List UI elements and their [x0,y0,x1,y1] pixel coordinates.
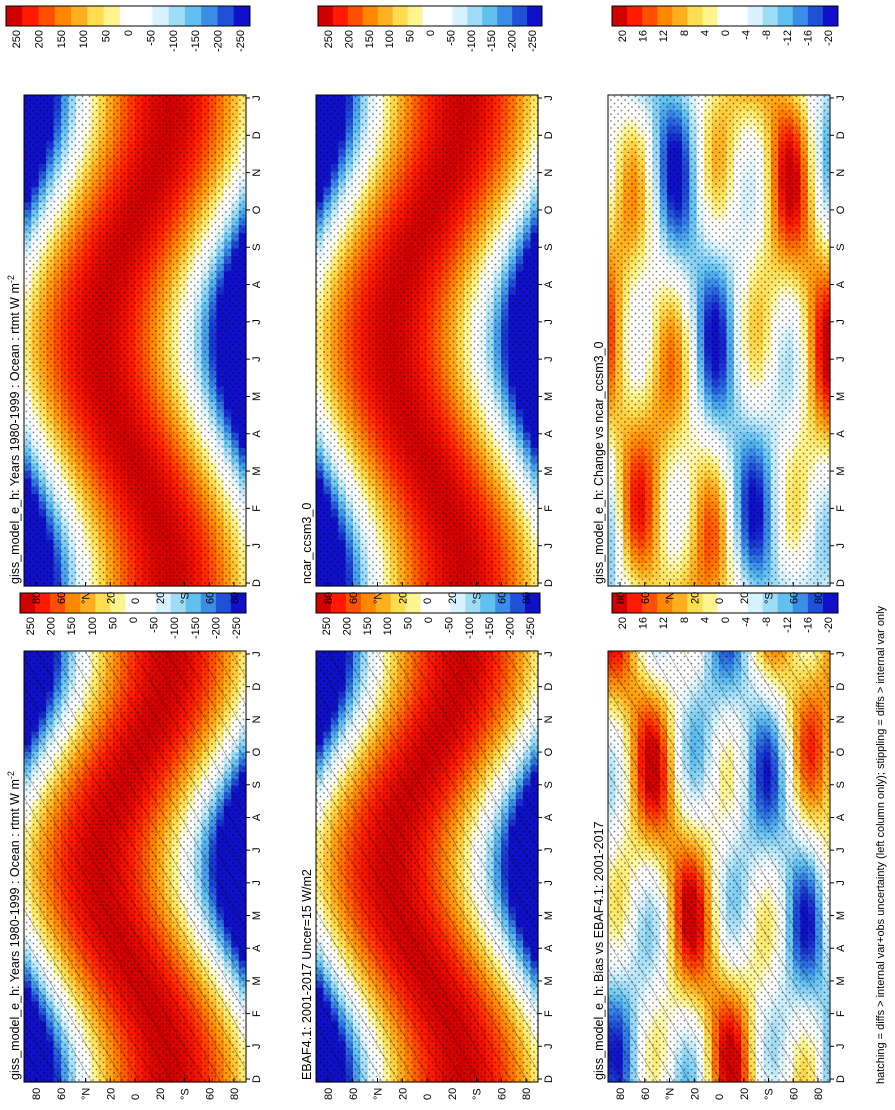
colorbar-label: -150 [484,617,496,639]
colorbar-label: 100 [382,617,394,635]
colorbar-label: -150 [190,617,202,639]
month-tick-label: O [251,747,263,756]
month-tick-label: D [251,1075,263,1083]
lat-tick-label: 60 [56,1088,68,1100]
colorbar-label: 250 [25,617,37,635]
month-tick-label: N [251,715,263,723]
month-tick-label: M [251,976,263,985]
colorbar-label: -200 [505,617,517,639]
colorbar-label: 200 [341,617,353,635]
lat-tick-label: 60 [204,1088,216,1100]
colorbar-label: 0 [423,617,435,623]
lat-tick-label: 20 [105,1088,117,1100]
colorbar-label: 50 [403,617,415,629]
colorbar-label: -200 [210,617,222,639]
month-tick-label: J [251,847,263,853]
lat-tick-label: 20 [447,1088,459,1100]
colorbar-label: 100 [87,617,99,635]
month-tick-label: J [251,1044,263,1050]
month-tick-label: A [543,944,555,952]
month-tick-label: M [251,911,263,920]
lat-tick-label: 80 [323,1088,335,1100]
panel-r3c1: giss_model_e_h: Bias vs EBAF4.1: 2001-20… [592,651,847,1100]
lat-tick-label: °S [180,1088,192,1100]
month-tick-label: J [251,651,263,657]
month-tick-label: A [543,813,555,821]
colorbar-label: -50 [149,617,161,633]
panel-r1c1: giss_model_e_h: Years 1980-1999 : Ocean … [6,651,263,1100]
month-tick-label: J [543,847,555,853]
month-tick-label: D [543,1075,555,1083]
month-tick-label: M [543,911,555,920]
lat-tick-label: 0 [422,1094,434,1100]
colorbar-label: -100 [464,617,476,639]
title-superscript: -2 [6,771,16,779]
colorbar-label: 200 [46,617,58,635]
colorbar-label: -250 [525,617,537,639]
month-tick-label: J [251,880,263,886]
lat-tick-label: °N [373,1088,385,1100]
colorbar-swatch [141,593,157,613]
lat-tick-label: 60 [348,1088,360,1100]
month-tick-label: J [543,1044,555,1050]
colorbar-label: 50 [107,617,119,629]
hatching-overlay [316,651,538,1082]
colorbar-label: 150 [362,617,374,635]
month-tick-label: J [543,651,555,657]
month-tick-label: M [543,976,555,985]
lat-tick-label: 20 [397,1088,409,1100]
panel-r2c1: EBAF4.1: 2001-2017 Uncer=15 W/m2 80 60 °N 20… [300,651,555,1100]
colorbar-label: -100 [169,617,181,639]
lat-tick-label: °S [472,1088,484,1100]
month-tick-label: A [251,813,263,821]
lat-tick-label: 20 [155,1088,167,1100]
month-tick-label: N [543,715,555,723]
month-tick-label: S [543,781,555,788]
lat-tick-label: 80 [229,1088,241,1100]
colorbar-label: 250 [321,617,333,635]
month-tick-label: F [251,1010,263,1017]
month-tick-label: F [543,1010,555,1017]
panel-title: giss_model_e_h: Years 1980-1999 : Ocean … [6,771,22,1080]
month-tick-label: D [543,683,555,691]
colorbar-label: 150 [66,617,78,635]
hatching-overlay [24,651,246,1082]
month-tick-label: O [543,747,555,756]
colorbar-label: -50 [443,617,455,633]
lat-tick-label: 60 [496,1088,508,1100]
month-tick-label: S [251,781,263,788]
panel-title: EBAF4.1: 2001-2017 Uncer=15 W/m2 [300,869,314,1080]
month-tick-label: J [543,880,555,886]
month-tick-label: D [251,683,263,691]
lat-tick-label: 80 [31,1088,43,1100]
lat-tick-label: 80 [521,1088,533,1100]
colorbar-label: 0 [128,617,140,623]
month-tick-label: A [251,944,263,952]
lat-tick-label: 0 [130,1094,142,1100]
lat-tick-label: °N [81,1088,93,1100]
colorbar-label: -250 [231,617,243,639]
